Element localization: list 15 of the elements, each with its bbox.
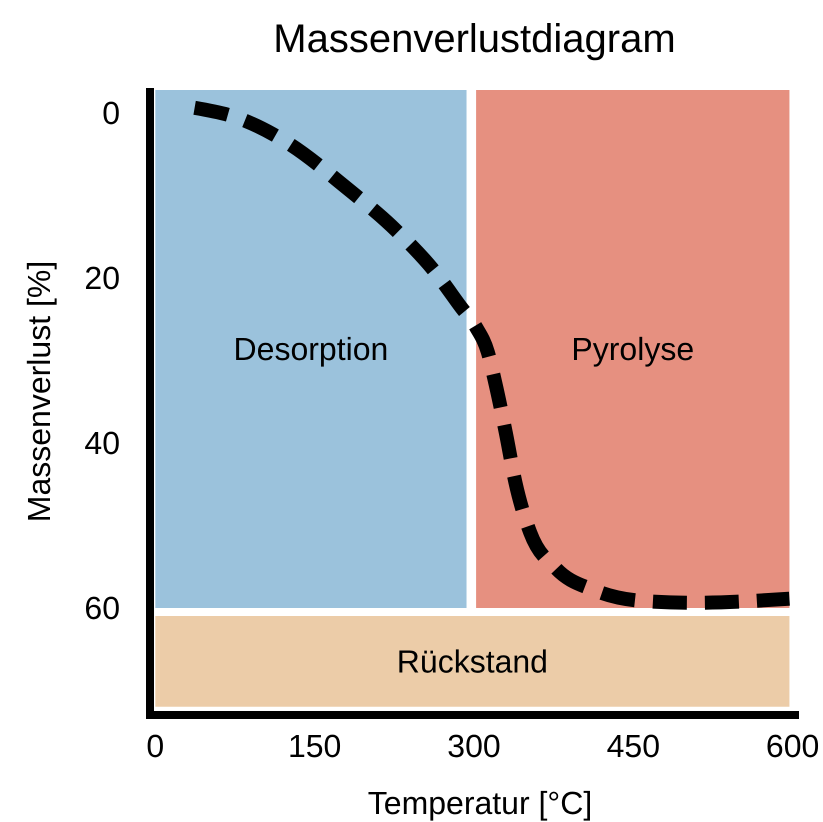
- x-tick-label: 150: [288, 728, 342, 764]
- band-label: Desorption: [234, 331, 388, 367]
- band-label: Rückstand: [396, 643, 548, 680]
- y-tick-label: 0: [102, 94, 120, 131]
- y-tick-label: 40: [84, 424, 120, 461]
- y-axis-title: Massenverlust [%]: [21, 260, 57, 522]
- x-tick-label: 0: [146, 728, 164, 764]
- x-tick-label: 450: [606, 728, 660, 764]
- y-tick-label: 20: [84, 260, 120, 296]
- chart-title: Massenverlustdiagram: [273, 17, 676, 61]
- x-tick-label: 600: [766, 728, 820, 764]
- band-label: Pyrolyse: [571, 331, 694, 367]
- x-axis-title: Temperatur [°C]: [368, 785, 592, 821]
- y-tick-label: 60: [84, 590, 120, 626]
- x-tick-label: 300: [447, 728, 501, 764]
